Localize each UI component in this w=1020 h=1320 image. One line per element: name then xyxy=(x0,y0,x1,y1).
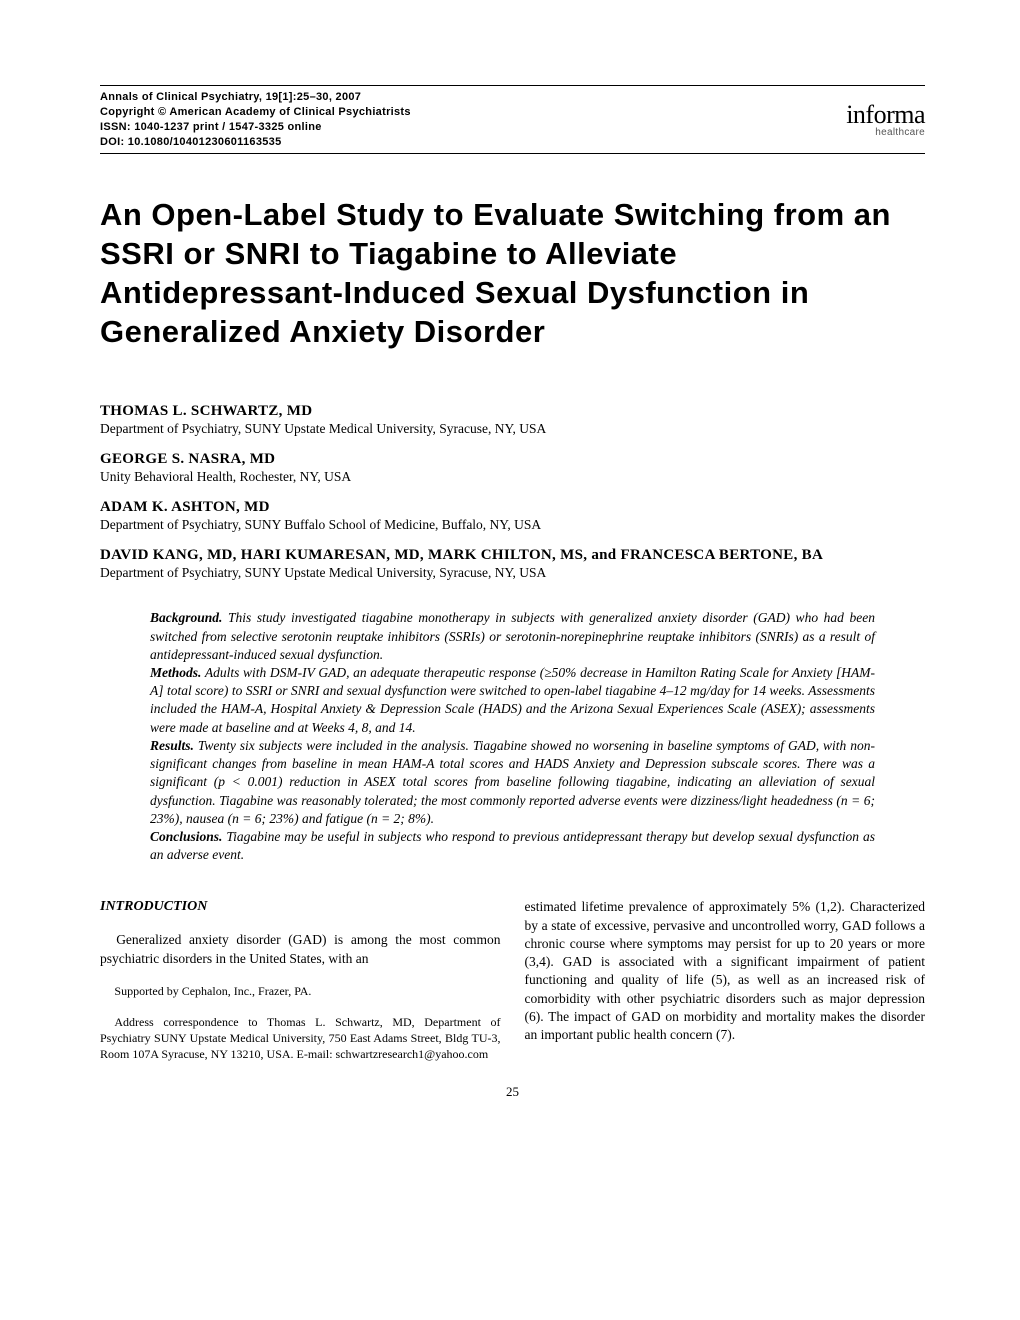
journal-issn: ISSN: 1040-1237 print / 1547-3325 online xyxy=(100,120,411,135)
author-group: GEORGE S. NASRA, MD Unity Behavioral Hea… xyxy=(100,451,925,485)
abstract: Background. This study investigated tiag… xyxy=(100,609,925,864)
author-affiliation: Department of Psychiatry, SUNY Upstate M… xyxy=(100,421,925,437)
body-columns: INTRODUCTION Generalized anxiety disorde… xyxy=(100,898,925,1062)
intro-paragraph-left: Generalized anxiety disorder (GAD) is am… xyxy=(100,931,501,967)
abstract-label-conclusions: Conclusions. xyxy=(150,829,222,844)
abstract-results: Results. Twenty six subjects were includ… xyxy=(150,737,875,828)
author-group: THOMAS L. SCHWARTZ, MD Department of Psy… xyxy=(100,403,925,437)
column-right: estimated lifetime prevalence of approxi… xyxy=(525,898,926,1062)
publisher-name: informa xyxy=(846,102,925,128)
section-heading-introduction: INTRODUCTION xyxy=(100,898,501,917)
abstract-methods: Methods. Adults with DSM-IV GAD, an adeq… xyxy=(150,664,875,737)
abstract-results-text: Twenty six subjects were included in the… xyxy=(150,738,875,826)
author-group: DAVID KANG, MD, HARI KUMARESAN, MD, MARK… xyxy=(100,547,925,581)
journal-copyright: Copyright © American Academy of Clinical… xyxy=(100,105,411,120)
abstract-label-methods: Methods. xyxy=(150,665,201,680)
journal-header: Annals of Clinical Psychiatry, 19[1]:25–… xyxy=(100,85,925,154)
footnote-support: Supported by Cephalon, Inc., Frazer, PA. xyxy=(100,984,501,1000)
journal-doi: DOI: 10.1080/10401230601163535 xyxy=(100,135,411,150)
publisher-subtitle: healthcare xyxy=(846,128,925,138)
abstract-label-results: Results. xyxy=(150,738,194,753)
abstract-methods-text: Adults with DSM-IV GAD, an adequate ther… xyxy=(150,665,875,735)
author-affiliation: Unity Behavioral Health, Rochester, NY, … xyxy=(100,469,925,485)
authors-block: THOMAS L. SCHWARTZ, MD Department of Psy… xyxy=(100,403,925,581)
journal-citation: Annals of Clinical Psychiatry, 19[1]:25–… xyxy=(100,90,411,105)
author-name: THOMAS L. SCHWARTZ, MD xyxy=(100,403,925,420)
author-name: GEORGE S. NASRA, MD xyxy=(100,451,925,468)
abstract-conclusions: Conclusions. Tiagabine may be useful in … xyxy=(150,828,875,864)
column-left: INTRODUCTION Generalized anxiety disorde… xyxy=(100,898,501,1062)
author-affiliation: Department of Psychiatry, SUNY Upstate M… xyxy=(100,565,925,581)
footnote-correspondence: Address correspondence to Thomas L. Schw… xyxy=(100,1015,501,1062)
page-number: 25 xyxy=(100,1084,925,1100)
author-affiliation: Department of Psychiatry, SUNY Buffalo S… xyxy=(100,517,925,533)
abstract-label-background: Background. xyxy=(150,610,222,625)
journal-meta: Annals of Clinical Psychiatry, 19[1]:25–… xyxy=(100,90,411,149)
intro-paragraph-right: estimated lifetime prevalence of approxi… xyxy=(525,898,926,1044)
author-name: ADAM K. ASHTON, MD xyxy=(100,499,925,516)
abstract-background-text: This study investigated tiagabine monoth… xyxy=(150,610,875,661)
author-group: ADAM K. ASHTON, MD Department of Psychia… xyxy=(100,499,925,533)
abstract-conclusions-text: Tiagabine may be useful in subjects who … xyxy=(150,829,875,862)
publisher-logo: informa healthcare xyxy=(846,102,925,138)
article-title: An Open-Label Study to Evaluate Switchin… xyxy=(100,196,925,351)
author-name: DAVID KANG, MD, HARI KUMARESAN, MD, MARK… xyxy=(100,547,925,564)
abstract-background: Background. This study investigated tiag… xyxy=(150,609,875,664)
